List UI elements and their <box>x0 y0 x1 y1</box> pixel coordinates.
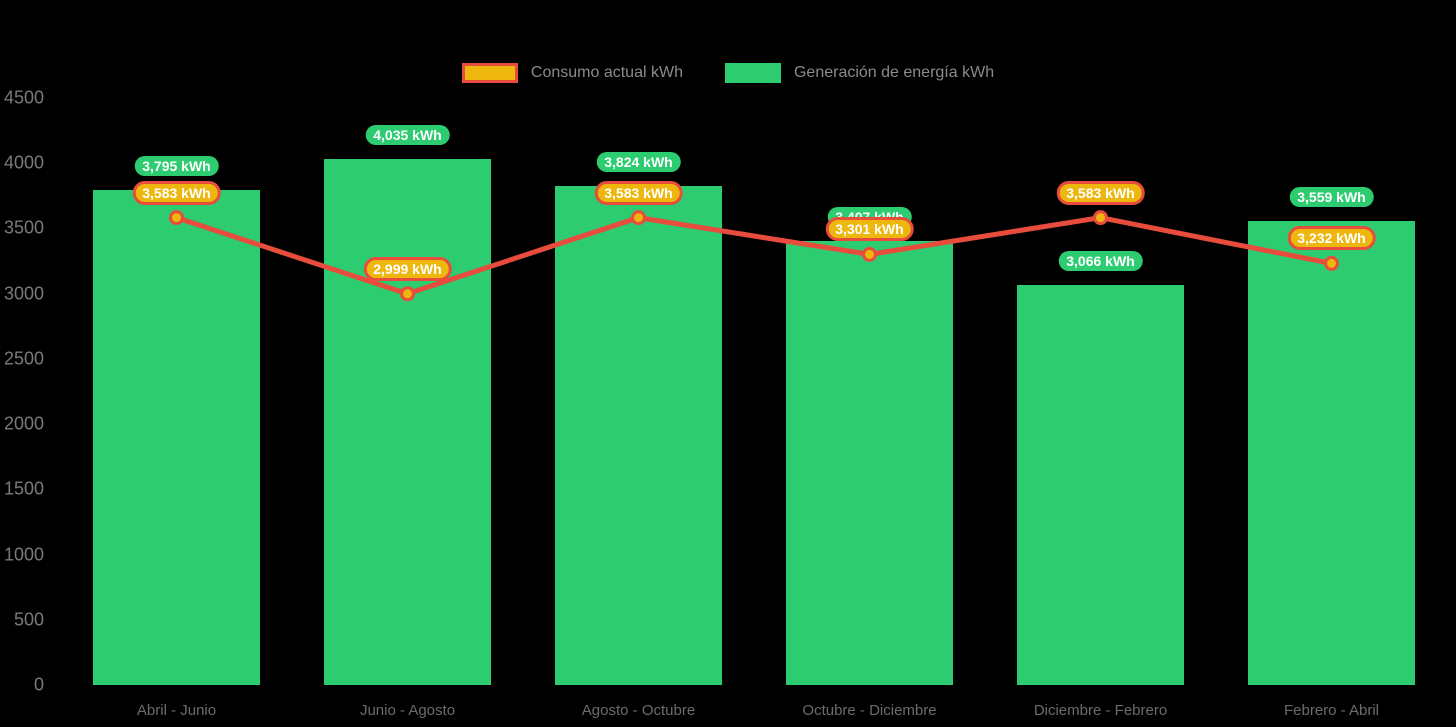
x-axis-category-label: Febrero - Abril <box>1283 702 1380 719</box>
consumption-point[interactable] <box>169 210 184 226</box>
y-axis-tick-label: 4000 <box>3 152 44 173</box>
generation-value-label: 3,824 kWh <box>596 152 681 173</box>
consumption-value-label: 3,232 kWh <box>1287 226 1376 251</box>
consumption-value-label: 3,583 kWh <box>594 180 683 205</box>
y-axis-tick-label: 2500 <box>3 348 44 369</box>
y-axis-tick-label: 2000 <box>3 413 44 434</box>
consumption-value-label: 3,301 kWh <box>825 217 914 242</box>
consumption-value-label: 3,583 kWh <box>1056 180 1145 205</box>
x-axis-category-label: Junio - Agosto <box>359 702 456 719</box>
generation-value-label: 4,035 kWh <box>365 124 450 145</box>
x-axis-category-label: Diciembre - Febrero <box>1033 702 1168 719</box>
x-axis-category-label: Abril - Junio <box>136 702 217 719</box>
generation-value-label: 3,559 kWh <box>1289 186 1374 207</box>
generation-value-label: 3,066 kWh <box>1058 251 1143 272</box>
consumption-legend-swatch <box>461 63 518 83</box>
consumption-point[interactable] <box>862 246 877 262</box>
consumption-point[interactable] <box>1093 210 1108 226</box>
generation-bar[interactable] <box>1248 220 1415 685</box>
y-axis-tick-label: 1000 <box>3 544 44 565</box>
consumption-point[interactable] <box>1324 255 1339 271</box>
legend-label-consumo: Consumo actual kWh <box>530 64 683 81</box>
y-axis-tick-label: 4500 <box>3 87 44 108</box>
y-axis-tick-label: 3000 <box>3 283 44 304</box>
generation-bar[interactable] <box>786 240 953 685</box>
y-axis-tick-label: 3500 <box>3 217 44 238</box>
generation-legend-swatch <box>724 63 781 83</box>
consumption-point[interactable] <box>631 210 646 226</box>
consumption-point[interactable] <box>400 286 415 302</box>
generation-bar[interactable] <box>555 186 722 685</box>
x-axis-category-label: Agosto - Octubre <box>581 702 696 719</box>
generation-bar[interactable] <box>324 158 491 685</box>
legend-label-generacion: Generación de energía kWh <box>793 64 995 81</box>
y-axis-tick-label: 0 <box>33 674 44 695</box>
generation-value-label: 3,795 kWh <box>134 155 219 176</box>
generation-bar[interactable] <box>1017 285 1184 685</box>
y-axis-tick-label: 500 <box>13 609 44 630</box>
consumption-value-label: 3,583 kWh <box>132 180 221 205</box>
chart-legend: Consumo actual kWh Generación de energía… <box>0 63 1456 83</box>
legend-item-consumo-actual[interactable]: Consumo actual kWh <box>461 63 683 83</box>
legend-item-generacion[interactable]: Generación de energía kWh <box>724 63 995 83</box>
x-axis-category-label: Octubre - Diciembre <box>802 702 937 719</box>
y-axis-tick-label: 1500 <box>3 478 44 499</box>
generation-bar[interactable] <box>93 189 260 685</box>
consumption-value-label: 2,999 kWh <box>363 256 452 281</box>
